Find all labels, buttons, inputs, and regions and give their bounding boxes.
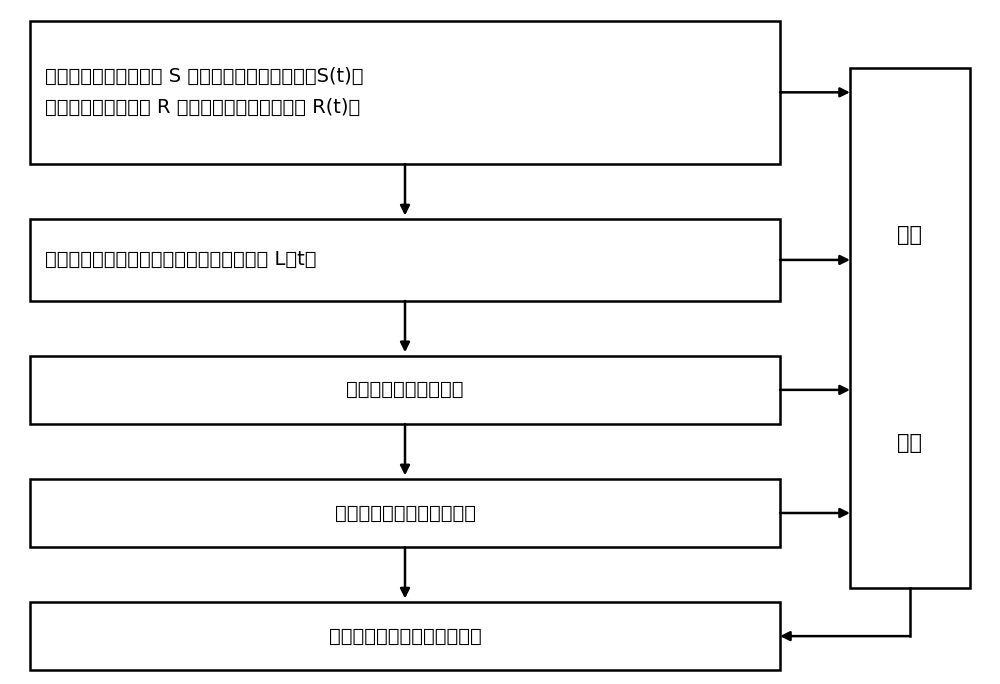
Bar xyxy=(850,68,970,588)
Text: 获取树干移动表面距离 S 关于时间的记录表达函数S(t)、
树干移动时树干半径 R 关于时间的记录表达函数 R(t)。: 获取树干移动表面距离 S 关于时间的记录表达函数S(t)、 树干移动时树干半径 … xyxy=(45,67,364,118)
Text: 存储: 存储 xyxy=(897,225,922,245)
Text: 还原树干真实形状，求出木材移动中心距离 L（t）: 还原树干真实形状，求出木材移动中心距离 L（t） xyxy=(45,250,316,269)
Text: 实现高精度定长度造材: 实现高精度定长度造材 xyxy=(346,380,464,399)
Bar xyxy=(30,602,780,670)
Text: 实现木材按照不同直径堆放: 实现木材按照不同直径堆放 xyxy=(334,503,476,523)
Bar xyxy=(30,219,780,301)
Bar xyxy=(30,479,780,547)
Bar xyxy=(30,356,780,424)
Text: 输出司机工作量及木材信息。: 输出司机工作量及木材信息。 xyxy=(329,627,481,646)
Text: 统计: 统计 xyxy=(897,433,922,453)
Bar xyxy=(30,21,780,164)
